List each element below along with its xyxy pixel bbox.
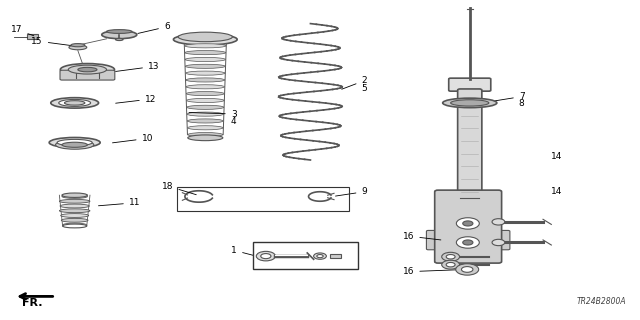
Text: 8: 8 <box>519 99 525 108</box>
Ellipse shape <box>188 126 223 130</box>
Text: 9: 9 <box>335 187 367 196</box>
Ellipse shape <box>187 112 223 116</box>
Text: 6: 6 <box>138 22 170 33</box>
Ellipse shape <box>178 32 232 42</box>
Ellipse shape <box>61 214 89 217</box>
Ellipse shape <box>106 30 132 33</box>
Text: 7: 7 <box>495 92 525 101</box>
Text: 10: 10 <box>113 134 153 143</box>
Circle shape <box>463 221 473 226</box>
Circle shape <box>492 239 505 246</box>
Ellipse shape <box>186 98 224 102</box>
Text: 16: 16 <box>403 232 441 241</box>
Ellipse shape <box>60 64 115 76</box>
Ellipse shape <box>51 98 99 108</box>
Ellipse shape <box>115 38 123 41</box>
Ellipse shape <box>186 78 225 82</box>
FancyBboxPatch shape <box>493 230 510 250</box>
Ellipse shape <box>62 142 88 147</box>
Ellipse shape <box>188 119 223 123</box>
Ellipse shape <box>185 57 225 61</box>
Text: 5: 5 <box>362 84 367 93</box>
Ellipse shape <box>69 45 87 50</box>
Ellipse shape <box>187 105 224 109</box>
Text: 11: 11 <box>99 198 140 207</box>
Ellipse shape <box>57 140 92 146</box>
Ellipse shape <box>186 85 225 89</box>
Ellipse shape <box>173 34 237 45</box>
Text: 14: 14 <box>550 152 562 161</box>
Ellipse shape <box>443 98 497 108</box>
Circle shape <box>456 237 479 248</box>
Ellipse shape <box>68 65 106 74</box>
Text: FR.: FR. <box>22 298 43 308</box>
Bar <box>177 187 349 211</box>
Ellipse shape <box>186 71 225 75</box>
Ellipse shape <box>63 224 87 228</box>
Ellipse shape <box>102 31 137 39</box>
FancyBboxPatch shape <box>426 230 443 250</box>
Ellipse shape <box>60 209 90 213</box>
Circle shape <box>256 252 275 261</box>
Bar <box>253 243 358 269</box>
Ellipse shape <box>71 44 85 47</box>
Circle shape <box>442 252 460 261</box>
Ellipse shape <box>185 51 226 55</box>
Text: TR24B2800A: TR24B2800A <box>576 297 626 306</box>
Circle shape <box>463 240 473 245</box>
Circle shape <box>461 267 473 272</box>
Ellipse shape <box>61 218 88 222</box>
Text: 14: 14 <box>550 187 562 196</box>
FancyBboxPatch shape <box>60 70 115 80</box>
Text: 16: 16 <box>403 267 464 276</box>
Text: 2: 2 <box>342 76 367 89</box>
Ellipse shape <box>62 195 88 198</box>
FancyBboxPatch shape <box>27 34 38 39</box>
Ellipse shape <box>60 204 90 208</box>
Text: 1: 1 <box>232 246 253 255</box>
Ellipse shape <box>186 64 225 68</box>
Text: 13: 13 <box>116 62 159 71</box>
Text: 4: 4 <box>231 117 236 126</box>
Circle shape <box>442 260 460 269</box>
Circle shape <box>317 254 323 258</box>
Ellipse shape <box>188 132 223 137</box>
Text: 17: 17 <box>11 25 34 36</box>
Ellipse shape <box>62 193 88 197</box>
Circle shape <box>492 219 505 225</box>
Circle shape <box>456 264 479 275</box>
Text: 18: 18 <box>162 181 196 195</box>
Ellipse shape <box>65 101 85 105</box>
Ellipse shape <box>186 92 224 96</box>
FancyBboxPatch shape <box>449 78 491 91</box>
FancyBboxPatch shape <box>435 190 502 263</box>
Text: 15: 15 <box>31 36 75 46</box>
Text: 12: 12 <box>116 95 156 104</box>
FancyBboxPatch shape <box>458 89 482 199</box>
Ellipse shape <box>49 138 100 148</box>
Ellipse shape <box>451 100 489 106</box>
Circle shape <box>260 253 271 259</box>
Ellipse shape <box>184 44 226 48</box>
FancyBboxPatch shape <box>330 254 341 258</box>
Ellipse shape <box>56 140 94 149</box>
Ellipse shape <box>63 223 87 227</box>
Circle shape <box>446 254 455 259</box>
Ellipse shape <box>59 100 91 106</box>
Ellipse shape <box>60 199 90 203</box>
Circle shape <box>314 253 326 259</box>
Ellipse shape <box>188 135 223 141</box>
Ellipse shape <box>78 68 97 72</box>
Text: 3: 3 <box>189 109 237 118</box>
Circle shape <box>456 218 479 229</box>
Circle shape <box>446 262 455 267</box>
